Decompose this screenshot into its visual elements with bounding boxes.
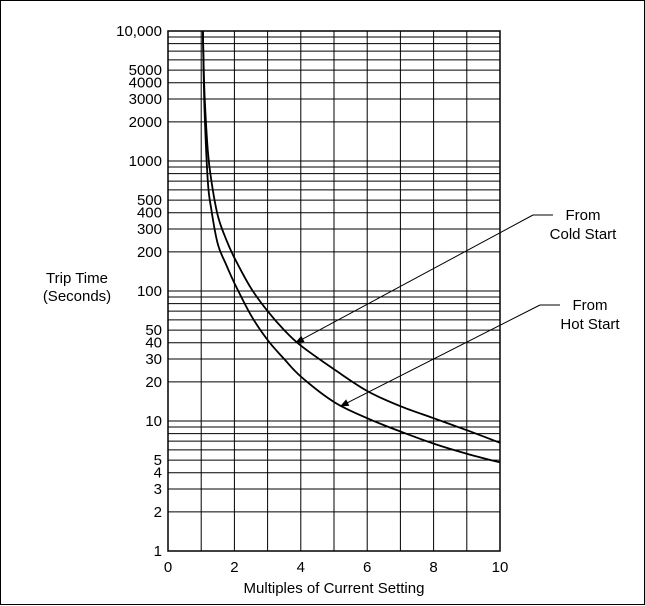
y-tick-label: 20 — [145, 374, 162, 391]
y-tick-label: 5000 — [129, 62, 162, 79]
x-tick-label: 8 — [429, 559, 437, 576]
x-tick-label: 10 — [492, 559, 509, 576]
x-axis-label: Multiples of Current Setting — [244, 580, 425, 597]
y-tick-label: 3000 — [129, 91, 162, 108]
y-tick-label: 5 — [154, 452, 162, 469]
annotations: From Cold Start From Hot Start — [295, 207, 620, 407]
annotation-label-line-1: From — [566, 207, 601, 224]
cold-start-curve — [202, 30, 501, 444]
annotation-label-line-2: Cold Start — [550, 226, 618, 243]
tick-labels: 1234510203040501002003004005001000200030… — [116, 23, 508, 576]
grid — [167, 30, 501, 552]
y-axis-label-line-1: Trip Time — [46, 270, 108, 287]
y-tick-label: 40 — [145, 335, 162, 352]
y-tick-label: 50 — [145, 322, 162, 339]
y-tick-label: 100 — [137, 283, 162, 300]
y-axis-label-line-2: (Seconds) — [43, 288, 111, 305]
y-tick-label: 2000 — [129, 114, 162, 131]
x-tick-label: 4 — [297, 559, 305, 576]
y-tick-label: 3 — [154, 481, 162, 498]
annotation-arrow — [339, 304, 541, 407]
y-tick-label: 500 — [137, 192, 162, 209]
hot-start-curve — [202, 30, 501, 464]
annotation-label-line-2: Hot Start — [560, 316, 620, 333]
y-tick-label: 30 — [145, 351, 162, 368]
x-tick-label: 0 — [164, 559, 172, 576]
y-tick-label: 10,000 — [116, 23, 162, 40]
annotation-label-line-1: From — [573, 297, 608, 314]
plot-border — [167, 30, 501, 552]
y-tick-label: 1 — [154, 543, 162, 560]
annotation-arrow — [295, 214, 534, 344]
y-tick-label: 10 — [145, 413, 162, 430]
x-tick-label: 2 — [230, 559, 238, 576]
y-tick-label: 300 — [137, 221, 162, 238]
y-tick-label: 200 — [137, 244, 162, 261]
y-tick-label: 2 — [154, 504, 162, 521]
y-tick-label: 4 — [154, 465, 162, 482]
series-lines — [202, 30, 501, 464]
y-tick-label: 1000 — [129, 153, 162, 170]
y-tick-label: 4000 — [129, 75, 162, 92]
x-tick-label: 6 — [363, 559, 371, 576]
y-tick-label: 400 — [137, 205, 162, 222]
